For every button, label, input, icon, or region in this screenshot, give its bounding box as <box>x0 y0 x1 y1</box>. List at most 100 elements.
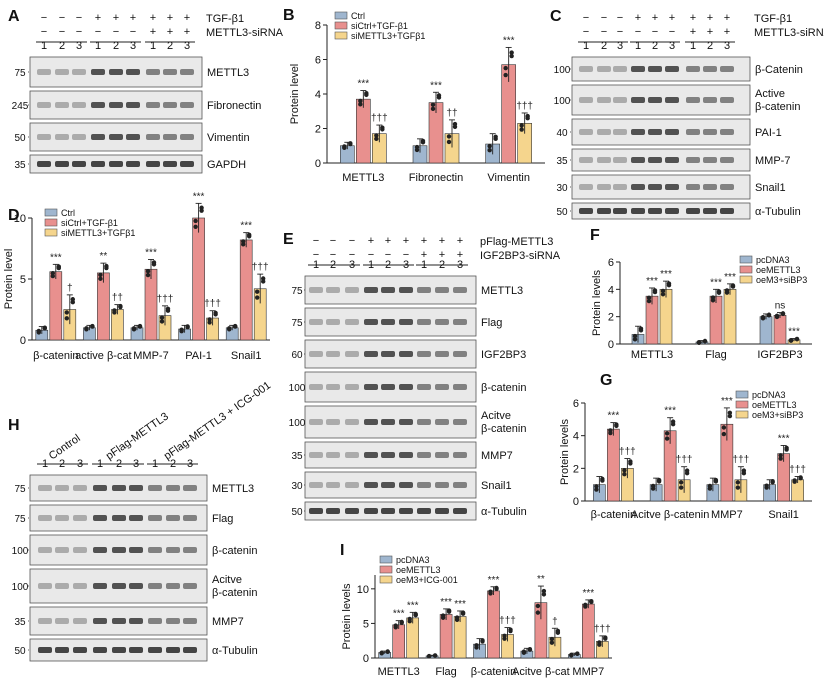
treatment-sign: + <box>652 12 658 24</box>
blot-band <box>72 161 86 167</box>
treatment-sign: − <box>669 26 675 38</box>
data-point <box>145 272 151 278</box>
data-point <box>525 113 530 119</box>
blot-band <box>665 157 679 163</box>
legend-label: siCtrl+TGF-β1 <box>351 21 408 31</box>
data-point <box>721 431 727 437</box>
mw-marker: 50 <box>14 133 26 144</box>
blot-band <box>109 69 123 75</box>
blot-label: Snail1 <box>755 182 786 194</box>
blot-band <box>435 419 449 425</box>
data-point <box>90 323 95 329</box>
blot-label: α-Tubulin <box>212 645 258 657</box>
blot-band <box>146 134 160 140</box>
treatment-sign: + <box>690 12 696 24</box>
blot-band <box>703 66 717 72</box>
blot-band <box>453 452 467 458</box>
data-point <box>137 323 143 329</box>
blot-band <box>597 157 611 163</box>
data-point <box>549 640 555 645</box>
data-point <box>614 422 619 427</box>
lane-number: 1 <box>152 458 158 470</box>
lane-number: 2 <box>113 40 119 52</box>
data-point <box>541 592 547 597</box>
x-category-label: Acitve β-catenin <box>631 509 709 521</box>
blot-band <box>148 618 162 624</box>
blot-band <box>345 419 359 425</box>
blot-band <box>109 102 123 108</box>
blot-label: MMP7 <box>481 450 513 462</box>
significance-label: ††† <box>371 113 388 124</box>
blot-band <box>129 547 143 553</box>
y-tick-label: 6 <box>608 257 614 269</box>
bar-F-oeM3+siBP3 <box>659 289 673 345</box>
data-point <box>696 340 702 345</box>
lane-number: 3 <box>184 40 190 52</box>
significance-label: ns <box>775 301 786 312</box>
x-category-label: β-catenin <box>591 509 636 521</box>
data-point <box>713 477 719 483</box>
blot-band <box>93 618 107 624</box>
group-label: pFlag-METTL3 + ICG-001 <box>162 380 273 463</box>
blot-band <box>309 452 323 458</box>
data-point <box>730 283 736 288</box>
data-point <box>64 310 70 315</box>
blot-band <box>613 97 627 103</box>
treatment-sign: + <box>724 26 730 38</box>
data-point <box>502 633 507 639</box>
blot-band <box>720 97 734 103</box>
data-point <box>179 327 184 332</box>
blot-band <box>91 69 105 75</box>
data-point <box>432 653 438 658</box>
blot-band <box>453 319 467 325</box>
blot-band <box>129 583 143 589</box>
mw-marker: 75 <box>14 68 26 79</box>
data-point <box>660 292 666 297</box>
mw-marker: 100 <box>12 582 29 593</box>
lane-number: 3 <box>724 40 730 52</box>
y-tick-label: 0 <box>315 158 321 170</box>
data-point <box>555 628 561 634</box>
treatment-label: METTL3-siRNA <box>206 27 284 39</box>
blot-band <box>648 66 662 72</box>
treatment-sign: − <box>59 12 65 24</box>
significance-label: ††† <box>733 455 750 466</box>
panel-letter: F <box>590 227 600 244</box>
bar-G-oeMETTL3 <box>607 428 620 502</box>
blot-label: METTL3 <box>212 483 254 495</box>
lane-number: 2 <box>439 259 445 271</box>
blot-band <box>326 419 340 425</box>
blot-band <box>648 129 662 135</box>
data-point <box>446 134 452 139</box>
treatment-sign: + <box>690 26 696 38</box>
data-point <box>487 148 492 153</box>
data-point <box>664 436 670 441</box>
legend-label: oeMETTL3 <box>396 565 441 575</box>
y-tick-label: 4 <box>315 89 321 101</box>
lane-number: 1 <box>583 40 589 52</box>
significance-label: *** <box>664 406 676 417</box>
blot-band <box>364 319 378 325</box>
blot-band <box>665 66 679 72</box>
blot-band <box>399 384 413 390</box>
blot-band <box>38 547 52 553</box>
lane-number: 2 <box>170 458 176 470</box>
data-point <box>118 303 123 309</box>
treatment-sign: + <box>385 235 391 247</box>
blot-band <box>93 485 107 491</box>
blot-band <box>326 287 340 293</box>
blot-band <box>326 384 340 390</box>
data-point <box>735 480 741 485</box>
data-point <box>379 650 384 655</box>
x-category-label: METTL3 <box>378 666 420 678</box>
data-point <box>622 468 627 473</box>
blot-band <box>665 184 679 190</box>
data-point <box>193 218 198 224</box>
legend-swatch <box>739 255 753 264</box>
y-tick-label: 6 <box>315 55 321 67</box>
treatment-sign: − <box>349 235 355 247</box>
data-point <box>656 477 662 483</box>
blot-label: α-Tubulin <box>481 506 527 518</box>
bar-I-oeM3+ICG-001 <box>453 616 467 659</box>
blot-band <box>435 319 449 325</box>
